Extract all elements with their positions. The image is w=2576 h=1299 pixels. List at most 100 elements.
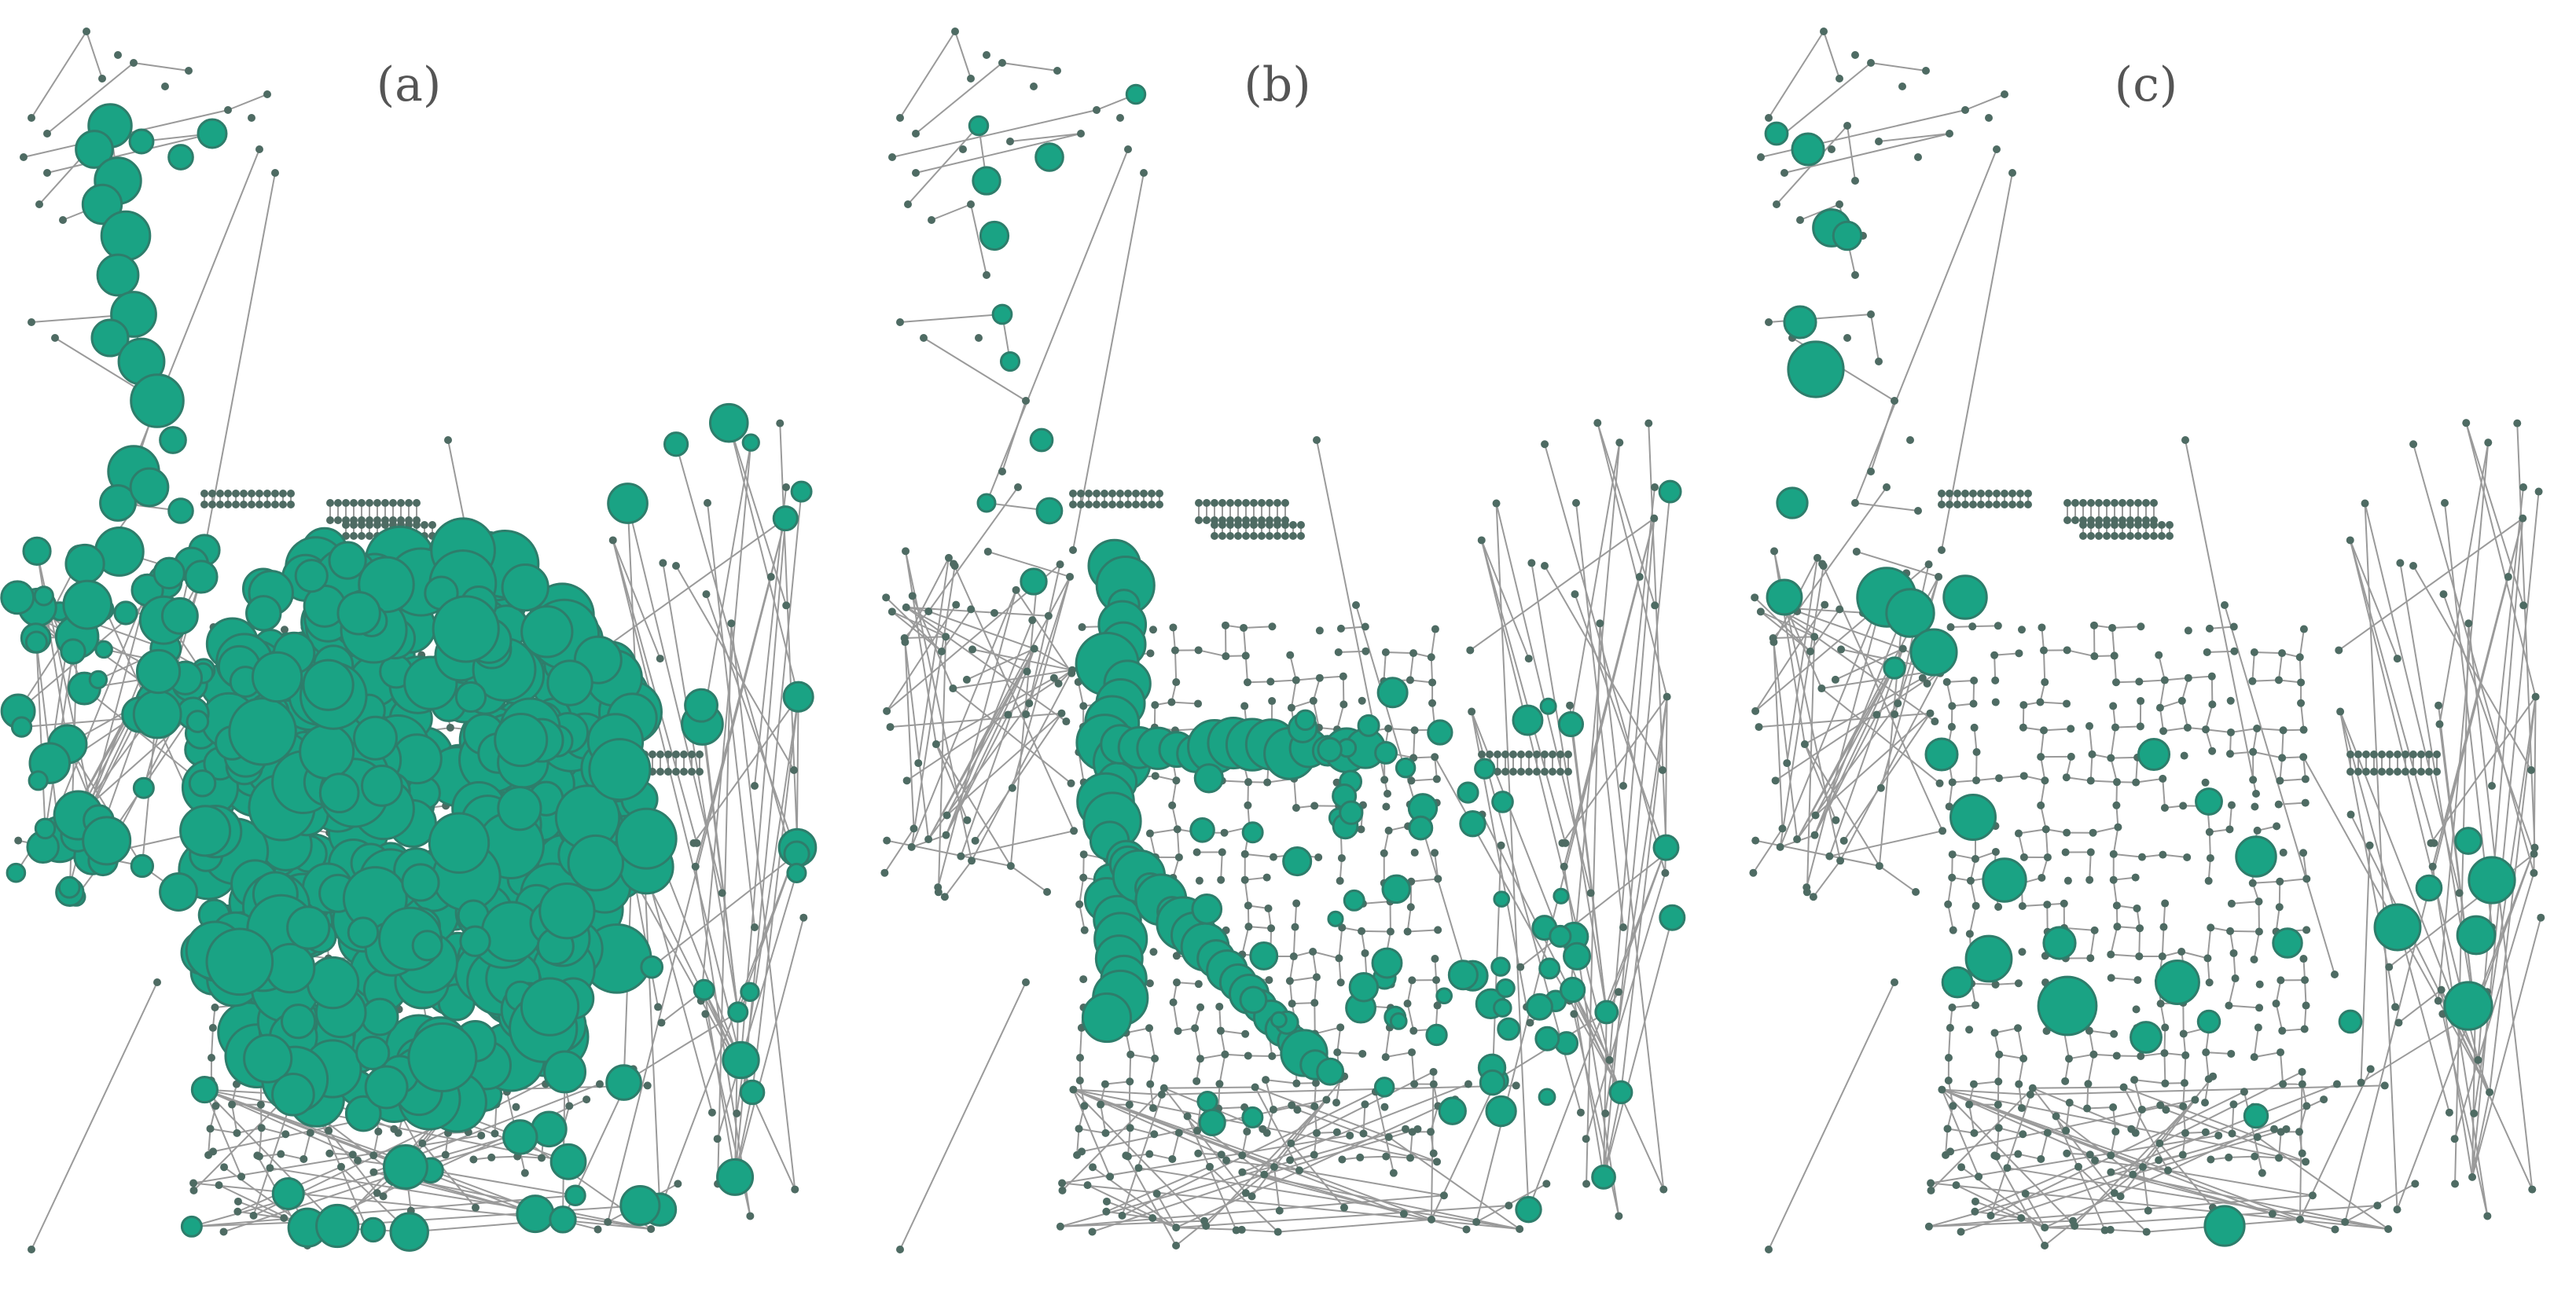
network-node [910, 824, 918, 833]
network-node [1994, 1077, 2003, 1086]
network-node [967, 75, 975, 83]
network-node [2240, 1088, 2248, 1096]
network-node [2445, 1108, 2453, 1117]
network-node [1486, 750, 1494, 758]
network-edge [1255, 1086, 1390, 1138]
highlighted-node [251, 651, 303, 703]
network-edge [1060, 1128, 1406, 1227]
network-node [1266, 499, 1273, 507]
network-node [940, 893, 949, 901]
network-edge [2017, 1028, 2025, 1059]
network-node [2273, 822, 2281, 831]
network-node [2160, 803, 2169, 812]
network-node [1168, 1154, 1177, 1163]
highlighted-node [96, 253, 140, 297]
network-edge [937, 637, 947, 893]
network-node [944, 553, 953, 562]
network-edge [1469, 517, 1655, 651]
network-node [2248, 677, 2257, 685]
network-node [1386, 927, 1395, 936]
network-node [2275, 903, 2284, 912]
highlighted-node [1909, 628, 1958, 677]
network-edge [937, 589, 1017, 888]
network-node [2183, 723, 2192, 732]
network-node [1030, 83, 1038, 90]
network-node [1756, 607, 1765, 616]
network-node [1102, 1197, 1111, 1205]
network-node [912, 130, 920, 138]
network-node [1203, 499, 1211, 507]
network-node [883, 706, 891, 715]
network-node [2038, 623, 2046, 632]
highlighted-node [10, 716, 33, 738]
network-node [1080, 1102, 1089, 1110]
network-edge [1946, 679, 1975, 683]
network-node [59, 216, 67, 224]
network-edge [1768, 31, 1825, 119]
network-edge [961, 830, 1075, 857]
network-node [369, 1151, 378, 1160]
network-node [1601, 1109, 1610, 1117]
network-node [1338, 1155, 1347, 1164]
network-edge [1362, 901, 1391, 905]
network-edge [2017, 833, 2025, 858]
network-node [2464, 619, 2473, 628]
network-edge [1015, 589, 1073, 674]
network-node [2474, 1055, 2482, 1064]
network-node [1332, 778, 1341, 787]
network-node [1126, 1077, 1134, 1086]
network-node [2527, 766, 2535, 774]
network-edge [1779, 565, 1825, 847]
network-edge [2205, 728, 2232, 733]
highlighted-node [1553, 887, 1570, 905]
network-edge [2207, 650, 2235, 653]
network-node [1948, 850, 1957, 859]
network-node [907, 842, 916, 851]
network-node [1749, 868, 1758, 877]
network-edge [1994, 655, 1997, 681]
highlighted-node [1381, 874, 1411, 905]
network-node [342, 521, 350, 529]
network-edge [1072, 172, 1145, 551]
network-node [2019, 1130, 2027, 1139]
network-node [28, 114, 35, 122]
network-node [1765, 114, 1773, 122]
panel-label-c: (c) [2114, 57, 2178, 112]
network-node [2133, 976, 2142, 985]
network-edge [1411, 1052, 1416, 1084]
network-node [253, 1151, 262, 1160]
network-node [1817, 684, 1826, 693]
network-node [1809, 893, 1817, 901]
network-edge [204, 172, 276, 551]
network-edge [1009, 133, 1082, 142]
network-node [1972, 776, 1981, 785]
network-node [882, 593, 891, 602]
network-node [2201, 1099, 2210, 1107]
network-node [2018, 901, 2027, 910]
highlighted-node [1776, 486, 1809, 519]
network-node [1432, 775, 1441, 783]
network-edge [1312, 700, 1320, 728]
network-edge [906, 669, 1073, 782]
network-node [2085, 721, 2094, 730]
network-edge [1406, 980, 1413, 1004]
highlighted-node [1339, 800, 1364, 825]
network-node [656, 750, 664, 758]
network-node [1872, 710, 1881, 719]
network-node [1944, 900, 1953, 908]
network-edge [2040, 780, 2046, 806]
network-edge [1297, 1109, 1438, 1163]
network-node [1266, 677, 1275, 686]
network-node [428, 521, 436, 529]
network-node [2365, 841, 2374, 849]
network-node [471, 1203, 480, 1212]
network-node [2279, 848, 2288, 857]
network-edge [1338, 958, 1342, 983]
highlighted-node [2195, 787, 2223, 816]
network-edge [1244, 879, 1249, 906]
network-node [1022, 397, 1030, 405]
network-node [1560, 862, 1568, 871]
network-edge [1779, 589, 1886, 848]
network-edge [1106, 1210, 1153, 1220]
network-node [1427, 1128, 1435, 1136]
